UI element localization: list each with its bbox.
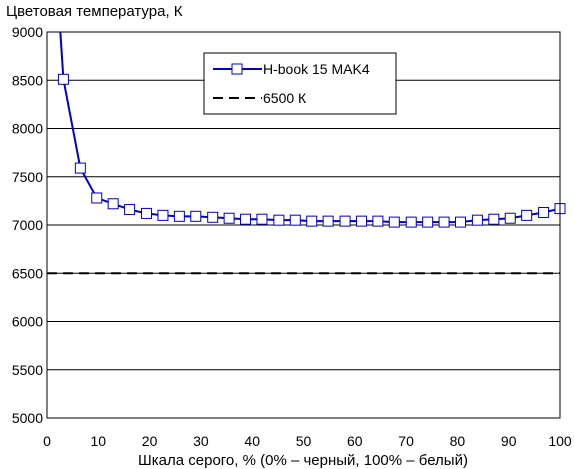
x-tick-label: 100: [548, 433, 572, 449]
data-point-marker: [405, 216, 417, 228]
data-point-marker: [339, 215, 351, 227]
legend-series-label: H-book 15 MAK4: [263, 61, 370, 77]
data-point-marker: [107, 198, 119, 210]
x-tick-label: 0: [43, 433, 51, 449]
x-tick-label: 10: [91, 433, 107, 449]
data-point-marker: [438, 216, 450, 228]
data-point-marker: [256, 213, 268, 225]
x-tick-label: 70: [398, 433, 414, 449]
y-tick-label: 7500: [12, 169, 43, 185]
y-tick-label: 9000: [12, 24, 43, 40]
data-point-marker: [124, 204, 136, 216]
legend-reference-label: 6500 К: [263, 90, 307, 106]
x-tick-labels: 0 10 20 30 40 50 60 70 80 90 100: [43, 433, 572, 449]
data-point-marker: [372, 215, 384, 227]
y-tick-label: 7000: [12, 217, 43, 233]
data-point-marker: [322, 215, 334, 227]
y-tick-labels: 5000 5500 6000 6500 7000 7500 8000 8500 9000: [12, 24, 43, 426]
grid-lines: [47, 79, 560, 371]
y-tick-label: 6000: [12, 314, 43, 330]
y-tick-label: 5000: [12, 410, 43, 426]
x-tick-label: 90: [501, 433, 517, 449]
data-point-marker: [173, 210, 185, 222]
legend-box: [203, 52, 397, 115]
x-tick-label: 40: [244, 433, 260, 449]
data-point-marker: [289, 214, 301, 226]
y-tick-label: 8000: [12, 121, 43, 137]
data-point-marker: [57, 73, 69, 85]
x-tick-label: 50: [296, 433, 312, 449]
data-point-marker: [471, 214, 483, 226]
data-point-marker: [223, 212, 235, 224]
data-point-marker: [74, 162, 86, 174]
data-point-marker: [306, 215, 318, 227]
data-point-marker: [141, 207, 153, 219]
x-tick-label: 20: [142, 433, 158, 449]
y-tick-label: 5500: [12, 362, 43, 378]
y-tick-label: 8500: [12, 72, 43, 88]
data-point-marker: [388, 216, 400, 228]
x-tick-label: 80: [450, 433, 466, 449]
plot-frame: [46, 31, 561, 419]
x-axis-title: Шкала серого, % (0% – черный, 100% – бел…: [138, 452, 468, 469]
x-tick-label: 60: [347, 433, 363, 449]
data-point-marker: [538, 206, 550, 218]
data-point-marker: [157, 209, 169, 221]
legend-series-marker: [231, 63, 243, 75]
data-point-marker: [273, 214, 285, 226]
y-axis-title: Цветовая температура, К: [6, 3, 183, 20]
data-point-marker: [504, 212, 516, 224]
x-tick-label: 30: [193, 433, 209, 449]
data-point-marker: [240, 213, 252, 225]
data-point-marker: [521, 209, 533, 221]
data-point-marker: [355, 215, 367, 227]
data-point-marker: [422, 216, 434, 228]
data-point-marker: [91, 192, 103, 204]
data-point-marker: [454, 216, 466, 228]
y-tick-label: 6500: [12, 265, 43, 281]
data-point-marker: [190, 210, 202, 222]
data-point-marker: [488, 213, 500, 225]
series-layer: [47, 31, 566, 275]
data-point-marker: [207, 211, 219, 223]
legend: H-book 15 MAK4 6500 К: [203, 52, 397, 115]
